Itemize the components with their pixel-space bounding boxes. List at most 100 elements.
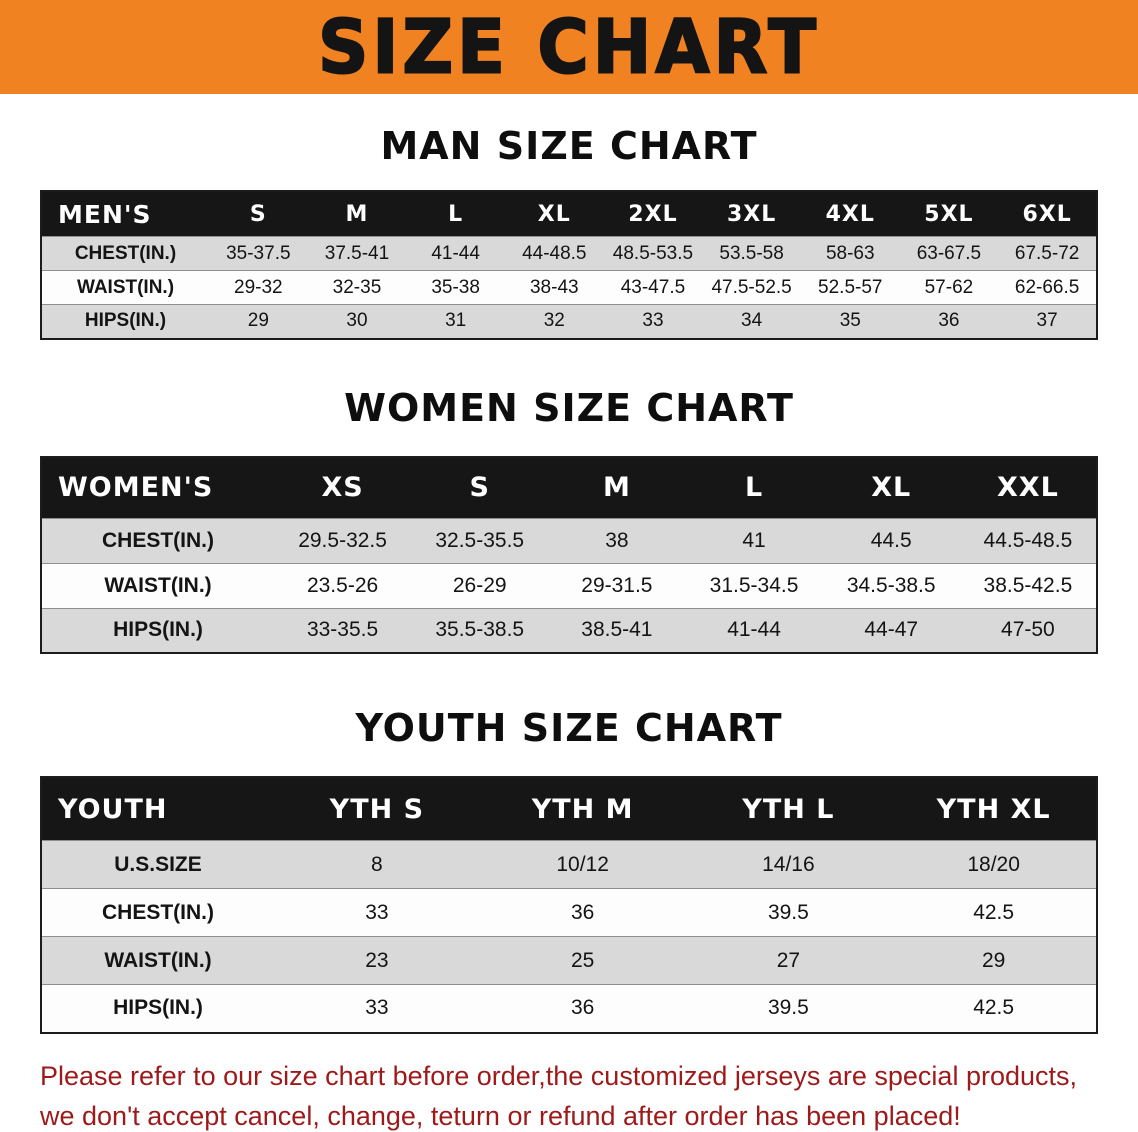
row-label: HIPS(IN.) [113, 996, 203, 1020]
size-cell: 35 [839, 310, 861, 332]
size-cell: 44-47 [864, 618, 919, 642]
size-cell: 47.5-52.5 [711, 276, 792, 298]
size-cell: 35-37.5 [226, 242, 291, 264]
size-cell: 34 [741, 310, 763, 332]
size-cell: 34.5-38.5 [846, 573, 936, 597]
size-cell: 67.5-72 [1014, 242, 1080, 264]
size-cell: 30 [346, 310, 368, 332]
size-cell: 42.5 [973, 996, 1015, 1020]
table-row: CHEST(IN.) 35-37.5 37.5-41 41-44 44-48.5 48.5… [41, 236, 1097, 271]
table-row: U.S.SIZE 8 10/12 14/16 18/20 [41, 840, 1097, 889]
size-cell: 36 [570, 900, 595, 924]
row-label: CHEST(IN.) [102, 528, 214, 552]
banner: SIZE CHART [0, 0, 1138, 94]
size-cell: 8 [371, 852, 383, 876]
table-corner-header: YOUTH [41, 777, 274, 841]
size-cell: 18/20 [967, 852, 1020, 876]
size-cell: 37 [1036, 310, 1058, 332]
size-column-header: L [685, 456, 823, 518]
size-cell: 62-66.5 [1014, 276, 1080, 298]
size-cell: 41-44 [431, 242, 480, 264]
size-cell: 23.5-26 [306, 573, 379, 597]
size-cell: 29-31.5 [581, 573, 653, 597]
size-cell: 43-47.5 [620, 276, 686, 298]
size-cell: 38 [605, 528, 629, 552]
row-label: CHEST(IN.) [74, 242, 177, 264]
size-cell: 47-50 [1001, 618, 1055, 642]
size-column-header: M [548, 456, 686, 518]
disclaimer-line-2: we don't accept cancel, change, teturn o… [40, 1100, 961, 1131]
size-cell: 32.5-35.5 [435, 528, 525, 552]
size-cell: 33-35.5 [306, 618, 379, 642]
size-cell: 48.5-53.5 [612, 242, 694, 264]
size-cell: 23 [365, 948, 389, 972]
row-label: WAIST(IN.) [104, 573, 212, 597]
men-section-title: MAN SIZE CHART [380, 124, 758, 168]
size-column-header: XXL [959, 456, 1097, 518]
size-cell: 36 [938, 310, 960, 332]
row-label: WAIST(IN.) [104, 948, 212, 972]
size-cell: 38.5-42.5 [983, 573, 1073, 597]
size-cell: 38-43 [529, 276, 579, 298]
size-cell: 31 [445, 310, 467, 332]
size-column-header: M [307, 191, 407, 237]
size-cell: 26-29 [452, 573, 507, 597]
size-cell: 29 [247, 310, 269, 332]
disclaimer-line-1: Please refer to our size chart before or… [40, 1060, 1078, 1091]
size-column-header: 6XL [998, 191, 1097, 237]
size-column-header: 5XL [899, 191, 999, 237]
row-label: WAIST(IN.) [76, 276, 175, 298]
size-column-header: L [406, 191, 505, 237]
size-cell: 10/12 [556, 852, 609, 876]
header-row: WOMEN'S XS S M L XL XXL [41, 456, 1097, 518]
size-cell: 44-48.5 [522, 242, 587, 264]
size-column-header: YTH L [685, 777, 892, 841]
table-row: CHEST(IN.) 29.5-32.5 32.5-35.5 38 41 44.5 44.5… [41, 518, 1097, 563]
size-cell: 35.5-38.5 [435, 618, 525, 642]
size-cell: 57-62 [924, 276, 974, 298]
size-cell: 32 [543, 310, 565, 332]
table-row: HIPS(IN.) 33-35.5 35.5-38.5 38.5-41 41-44 44-… [41, 608, 1097, 653]
size-column-header: 2XL [603, 191, 703, 237]
size-column-header: YTH M [479, 777, 686, 841]
size-cell: 29 [981, 948, 1006, 972]
size-cell: 33 [365, 996, 389, 1020]
size-cell: 39.5 [767, 900, 809, 924]
size-column-header: YTH S [274, 777, 480, 841]
size-column-header: XS [274, 456, 412, 518]
size-column-header: S [209, 191, 308, 237]
size-cell: 29-32 [234, 276, 283, 298]
size-column-header: 3XL [702, 191, 801, 237]
size-cell: 37.5-41 [324, 242, 390, 264]
table-corner-header: WOMEN'S [41, 456, 274, 518]
size-cell: 52.5-57 [818, 276, 883, 298]
size-cell: 31.5-34.5 [709, 573, 799, 597]
size-cell: 29.5-32.5 [298, 528, 387, 552]
size-cell: 35-38 [431, 276, 480, 298]
row-label: HIPS(IN.) [84, 310, 167, 332]
size-cell: 42.5 [973, 900, 1015, 924]
size-column-header: XL [822, 456, 960, 518]
size-cell: 44.5 [870, 528, 912, 552]
row-label: HIPS(IN.) [113, 618, 203, 642]
row-label: U.S.SIZE [114, 852, 202, 876]
size-cell: 32-35 [332, 276, 382, 298]
women-section-title: WOMEN SIZE CHART [344, 385, 794, 430]
size-cell: 36 [570, 996, 595, 1020]
men-size-table: MEN'S S M L XL 2XL 3XL 4XL 5XL 6XL CHEST(IN.) 35-37… [40, 190, 1098, 340]
size-cell: 33 [642, 310, 664, 332]
table-row: WAIST(IN.) 23 25 27 29 [41, 936, 1097, 985]
size-cell: 25 [570, 948, 595, 972]
table-row: WAIST(IN.) 29-32 32-35 35-38 38-43 43-47.5 47.… [41, 270, 1097, 305]
size-cell: 41-44 [727, 618, 781, 642]
size-cell: 33 [365, 900, 389, 924]
table-row: CHEST(IN.) 33 36 39.5 42.5 [41, 888, 1097, 937]
header-row: MEN'S S M L XL 2XL 3XL 4XL 5XL 6XL [41, 191, 1097, 237]
size-cell: 44.5-48.5 [983, 528, 1073, 552]
size-cell: 58-63 [825, 242, 875, 264]
youth-size-table: YOUTH YTH S YTH M YTH L YTH XL U.S.SIZE 8 10/12… [40, 776, 1098, 1034]
size-cell: 14/16 [762, 852, 815, 876]
header-row: YOUTH YTH S YTH M YTH L YTH XL [41, 777, 1097, 841]
size-cell: 41 [742, 528, 766, 552]
